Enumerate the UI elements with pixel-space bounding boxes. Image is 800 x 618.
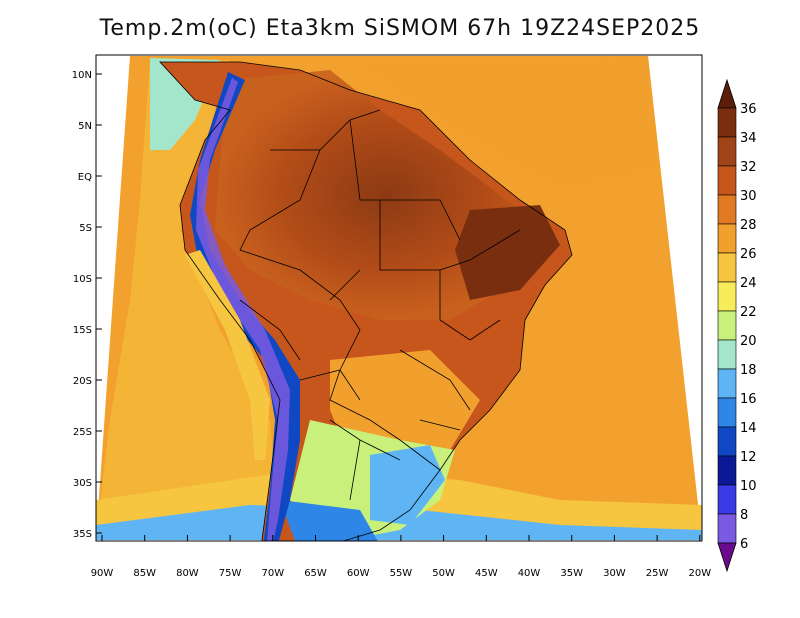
lat-tick-label: 5N	[78, 121, 92, 132]
latitude-axis: 10N 5N EQ 5S 10S 15S 20S 25S 30S 35S	[72, 70, 102, 540]
lon-tick-label: 85W	[133, 568, 156, 579]
lon-tick-label: 40W	[518, 568, 541, 579]
map-title: Temp.2m(oC) Eta3km SiSMOM 67h 19Z24SEP20…	[99, 16, 701, 41]
lat-tick-label: 30S	[73, 478, 92, 489]
south-america	[160, 62, 572, 541]
lon-tick-label: 75W	[219, 568, 242, 579]
colorbar-label: 36	[740, 102, 757, 117]
lat-tick-label: EQ	[78, 172, 92, 183]
pampas-cold2	[280, 500, 380, 541]
lat-tick-label: 5S	[79, 223, 92, 234]
lat-tick-label: 20S	[73, 376, 92, 387]
colorbar-label: 24	[740, 276, 757, 291]
colorbar-swatch	[717, 252, 737, 283]
south-borders	[239, 299, 401, 501]
pacific-coast-warm	[185, 250, 270, 460]
colorbar-swatch	[717, 397, 737, 428]
colorbar-label: 14	[740, 421, 757, 436]
colorbar-label: 34	[740, 131, 757, 146]
andes-coldest	[196, 78, 290, 541]
south-cold	[370, 445, 445, 525]
pacific-cool-band	[96, 60, 280, 540]
lon-tick-label: 60W	[347, 568, 370, 579]
lon-tick-label: 65W	[304, 568, 327, 579]
boundaries	[159, 61, 573, 541]
colorbar-label: 30	[740, 189, 757, 204]
colorbar-swatch	[717, 223, 737, 254]
lon-tick-label: 35W	[560, 568, 583, 579]
north-atlantic	[350, 56, 660, 190]
colorbar-swatch	[717, 426, 737, 457]
colorbar-swatch	[717, 339, 737, 370]
colorbar-label: 18	[740, 363, 757, 378]
colorbar-label: 10	[740, 479, 757, 494]
map-frame	[95, 54, 703, 542]
colorbar-swatch	[717, 107, 737, 138]
lat-tick-label: 10N	[72, 70, 92, 81]
lat-tick-label: 25S	[73, 427, 92, 438]
colorbar-label: 20	[740, 334, 757, 349]
lon-tick-label: 90W	[91, 568, 114, 579]
colorbar-swatch	[717, 513, 737, 544]
lon-tick-label: 70W	[261, 568, 284, 579]
states	[329, 119, 521, 431]
lon-tick-label: 45W	[475, 568, 498, 579]
lon-tick-label: 55W	[390, 568, 413, 579]
colorbar-swatch	[717, 136, 737, 167]
colorbar-label: 8	[740, 508, 748, 523]
lon-tick-label: 80W	[176, 568, 199, 579]
colorbar-label: 16	[740, 392, 757, 407]
colorbar-swatch	[717, 484, 737, 515]
lon-tick-label: 50W	[432, 568, 455, 579]
brazil-border	[239, 109, 441, 471]
lon-tick-label: 25W	[646, 568, 669, 579]
lat-tick-label: 35S	[73, 529, 92, 540]
lat-tick-label: 15S	[73, 325, 92, 336]
colorbar-swatch	[717, 310, 737, 341]
colorbar-label: 28	[740, 218, 757, 233]
colorbar-bottom-arrow	[717, 542, 737, 573]
colorbar-swatch	[717, 455, 737, 486]
colorbar-swatch	[717, 194, 737, 225]
colorbar-label: 26	[740, 247, 757, 262]
colorbar-swatch	[717, 281, 737, 312]
colorbar-swatch	[717, 368, 737, 399]
colorbar-label: 12	[740, 450, 757, 465]
lon-tick-label: 30W	[603, 568, 626, 579]
colorbar-swatch	[717, 165, 737, 196]
northeast-hot	[455, 205, 560, 300]
colorbar-top-arrow	[717, 78, 737, 109]
colorbar-label: 6	[740, 537, 748, 552]
longitude-axis: 90W 85W 80W 75W 70W 65W 60W 55W 50W 45W 40W 35W 30W 2…	[91, 535, 711, 579]
lat-tick-label: 10S	[73, 274, 92, 285]
colorbar-label: 32	[740, 160, 757, 175]
colorbar-label: 22	[740, 305, 757, 320]
colorbar: 36 34 32 30 28 26 24 22 20 18 16 14 12 10 8 6	[717, 78, 757, 573]
lon-tick-label: 20W	[688, 568, 711, 579]
